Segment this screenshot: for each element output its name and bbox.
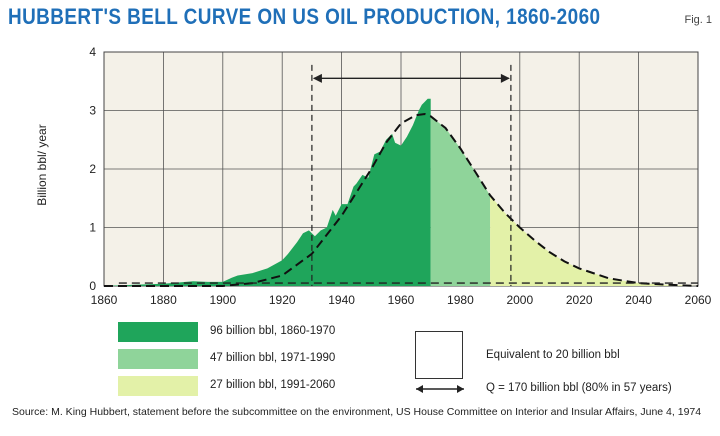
x-tick-label: 1900 bbox=[209, 293, 236, 307]
x-tick-label: 2060 bbox=[685, 293, 712, 307]
area-1971-1990 bbox=[430, 116, 491, 286]
area-1991-2060 bbox=[490, 195, 698, 286]
y-tick-label: 4 bbox=[89, 45, 96, 59]
x-tick-label: 2000 bbox=[506, 293, 533, 307]
equivalent-label: Equivalent to 20 billion bbl bbox=[486, 349, 620, 361]
chart-svg: 1860 1880 1900 1920 1940 1960 1980 2000 2020 2040… bbox=[35, 45, 712, 307]
double-arrow-icon bbox=[416, 385, 464, 393]
x-tick-label: 1940 bbox=[328, 293, 355, 307]
x-tick-label: 2020 bbox=[566, 293, 593, 307]
x-tick-label: 1860 bbox=[91, 293, 118, 307]
equivalent-volume-box bbox=[415, 331, 463, 379]
x-tick-label: 1980 bbox=[447, 293, 474, 307]
y-tick-label: 0 bbox=[89, 279, 96, 293]
figure-label: Fig. 1 bbox=[684, 14, 712, 26]
legend-swatch bbox=[118, 322, 198, 342]
y-tick-label: 3 bbox=[89, 104, 96, 118]
span-arrow-left-head bbox=[312, 73, 322, 83]
x-tick-label: 1920 bbox=[269, 293, 296, 307]
source-note: Source: M. King Hubbert, statement befor… bbox=[12, 406, 702, 418]
x-tick-label: 1960 bbox=[388, 293, 415, 307]
projected-bell-curve bbox=[104, 112, 699, 287]
span-arrow-right-head bbox=[500, 73, 510, 83]
axis-ticks: 1860 1880 1900 1920 1940 1960 1980 2000 2020 2040… bbox=[89, 45, 711, 307]
span-annotation bbox=[311, 64, 512, 286]
x-tick-label: 1880 bbox=[150, 293, 177, 307]
production-areas bbox=[104, 98, 698, 286]
chart-title: HUBBERT'S BELL CURVE ON US OIL PRODUCTIO… bbox=[8, 4, 601, 29]
projected-curve-layer bbox=[104, 112, 699, 287]
y-axis-label: Billion bbl/ year bbox=[35, 124, 49, 205]
total-q-label: Q = 170 billion bbl (80% in 57 years) bbox=[486, 382, 672, 394]
x-tick-label: 2040 bbox=[625, 293, 652, 307]
legend-label: 47 billion bbl, 1971-1990 bbox=[210, 352, 336, 364]
legend-label: 27 billion bbl, 1991-2060 bbox=[210, 379, 336, 391]
legend-swatch bbox=[118, 349, 198, 369]
legend-swatch bbox=[118, 376, 198, 396]
historical-production-area bbox=[104, 98, 431, 286]
legend-label: 96 billion bbl, 1860-1970 bbox=[210, 325, 336, 337]
y-tick-label: 1 bbox=[89, 221, 96, 235]
y-tick-label: 2 bbox=[89, 162, 96, 176]
